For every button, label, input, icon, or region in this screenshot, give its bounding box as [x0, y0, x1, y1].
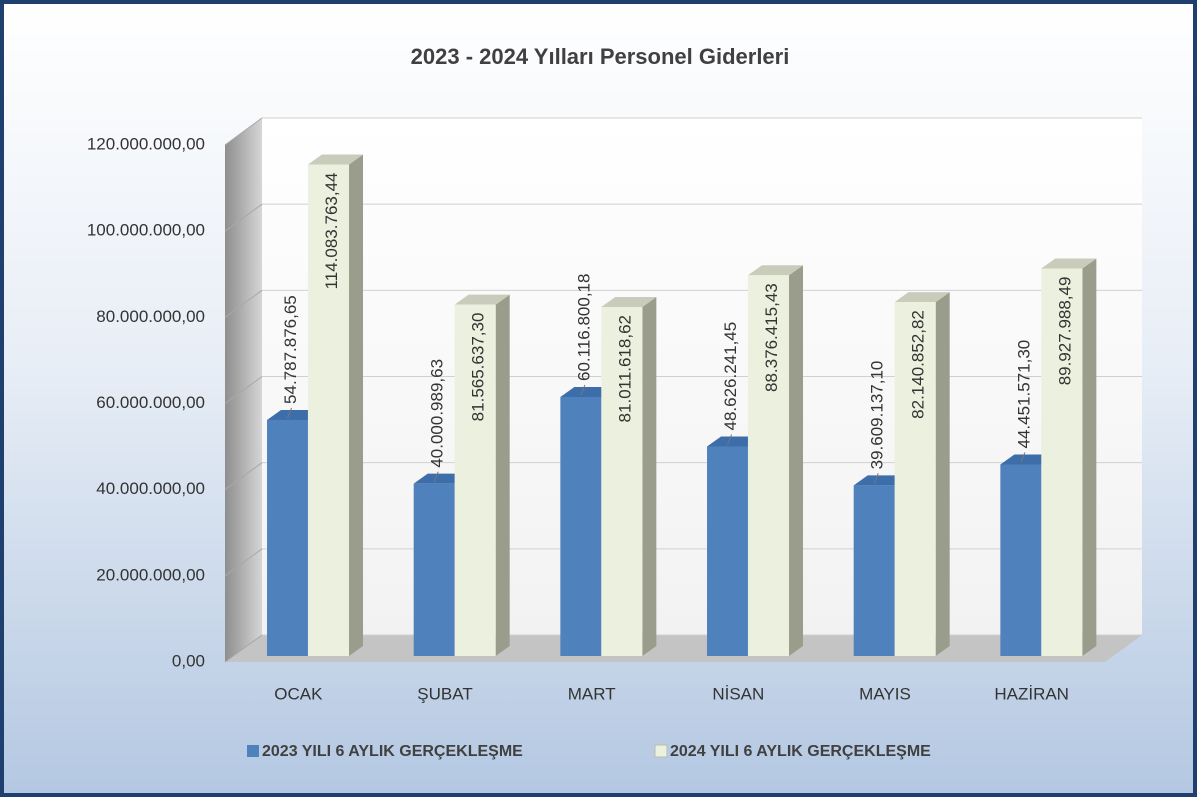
bar-side [349, 154, 364, 656]
bar [1041, 268, 1083, 656]
bar-top [894, 292, 950, 303]
leader-line [873, 473, 879, 484]
leader-line [727, 434, 733, 445]
bar [454, 304, 496, 656]
data-label: 82.140.852,82 [909, 310, 928, 419]
data-label: 40.000.989,63 [428, 359, 447, 468]
side-grid-line [224, 462, 263, 491]
leader-line [580, 384, 586, 396]
side-grid-line [224, 289, 263, 318]
bar-top [747, 265, 804, 276]
bar [560, 396, 602, 656]
legend-swatch [654, 744, 668, 758]
bar [413, 483, 455, 656]
x-tick-label: ŞUBAT [417, 684, 472, 703]
bar-side [495, 294, 510, 656]
x-tick-label: NİSAN [712, 684, 764, 703]
side-grid-line [224, 634, 263, 663]
data-label: 114.083.763,44 [322, 172, 341, 289]
leader-line [287, 407, 293, 419]
bar [601, 306, 643, 656]
data-label: 48.626.241,45 [721, 322, 740, 431]
bar-side [935, 292, 950, 656]
side-grid-line [224, 117, 263, 146]
data-label: 39.609.137,10 [868, 361, 887, 470]
bar-side [642, 296, 657, 656]
bar-top [307, 154, 364, 165]
side-grid-line [224, 376, 263, 404]
x-tick-label: HAZİRAN [994, 684, 1069, 703]
bar [267, 419, 309, 656]
data-label: 54.787.876,65 [281, 295, 300, 404]
y-tick-label: 40.000.000,00 [96, 479, 205, 498]
y-tick-label: 120.000.000,00 [87, 134, 205, 153]
chart-title: 2023 - 2024 Yılları Personel Giderleri [411, 44, 790, 69]
x-tick-label: OCAK [274, 684, 323, 703]
data-label: 81.565.637,30 [469, 313, 488, 422]
bar [747, 275, 790, 656]
legend-label: 2024 YILI 6 AYLIK GERÇEKLEŞME [670, 743, 931, 760]
x-tick-label: MAYIS [859, 684, 911, 703]
data-label: 88.376.415,43 [762, 283, 781, 392]
side-grid-line [224, 203, 263, 232]
side-grid-line [224, 548, 263, 577]
bar-side [789, 265, 804, 656]
bar [307, 164, 350, 656]
leader-line [1020, 452, 1026, 463]
y-tick-label: 20.000.000,00 [96, 565, 205, 584]
y-tick-label: 100.000.000,00 [87, 221, 205, 240]
bar-top [1041, 258, 1097, 269]
data-label: 89.927.988,49 [1055, 277, 1074, 386]
bar-top [601, 296, 657, 307]
leader-line [433, 471, 439, 482]
data-label: 60.116.800,18 [574, 274, 593, 381]
data-label: 44.451.571,30 [1014, 340, 1033, 449]
bar [707, 446, 749, 656]
bar [853, 485, 895, 656]
bar [894, 302, 936, 656]
x-tick-label: MART [568, 684, 616, 703]
data-label: 81.011.618,62 [615, 315, 634, 422]
bar-side [1082, 258, 1097, 656]
bar-top [454, 294, 510, 305]
bar [1000, 464, 1042, 656]
y-tick-label: 60.000.000,00 [96, 393, 205, 412]
y-tick-label: 80.000.000,00 [96, 307, 205, 326]
legend-swatch [247, 745, 259, 757]
legend-label: 2023 YILI 6 AYLIK GERÇEKLEŞME [262, 743, 523, 760]
y-tick-label: 0,00 [172, 651, 205, 670]
